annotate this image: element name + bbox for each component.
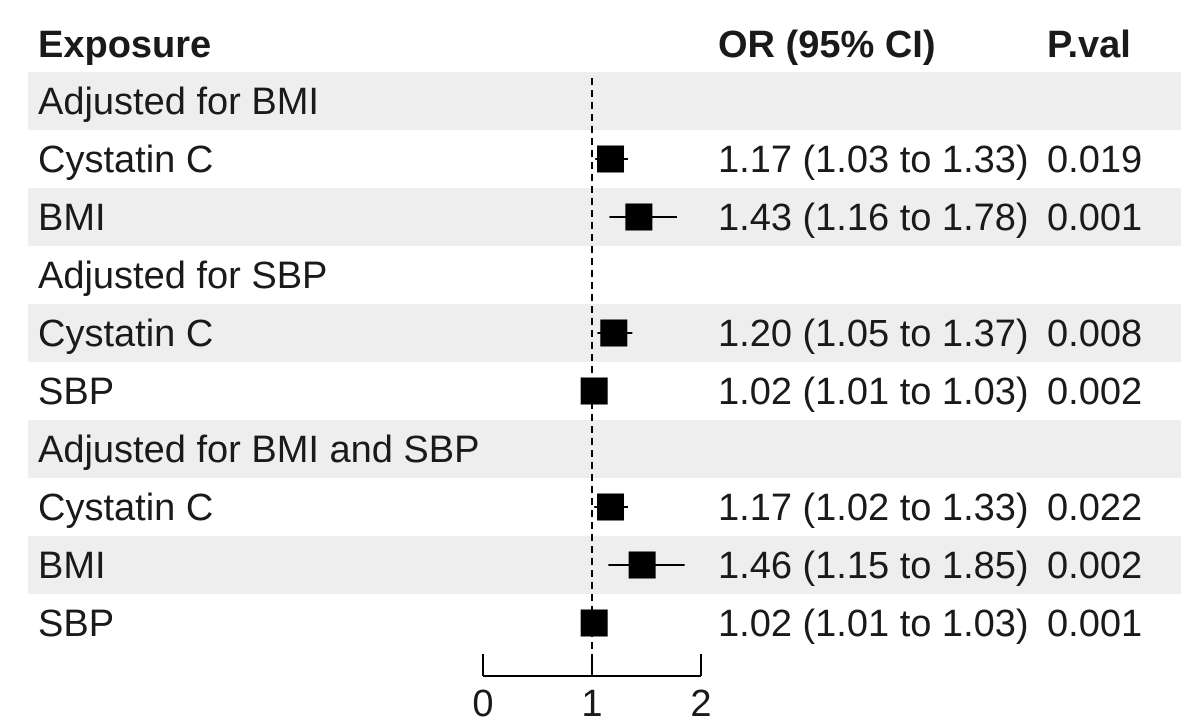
p-value: 0.002: [1047, 545, 1142, 587]
or-ci-value: 1.17 (1.03 to 1.33): [718, 139, 1029, 181]
x-tick-label: 2: [690, 683, 711, 724]
estimate-marks: [580, 145, 685, 637]
estimate-box: [597, 493, 625, 521]
row-stripe: [28, 188, 1181, 246]
p-value: 0.022: [1047, 487, 1142, 529]
p-value: 0.008: [1047, 313, 1142, 355]
estimate-box: [580, 377, 608, 405]
header-exposure: Exposure: [38, 24, 211, 66]
or-ci-value: 1.46 (1.15 to 1.85): [718, 545, 1029, 587]
group-label: Adjusted for SBP: [38, 255, 327, 297]
or-ci-value: 1.02 (1.01 to 1.03): [718, 603, 1029, 645]
x-tick-label: 0: [472, 683, 493, 724]
estimate-box: [597, 145, 625, 173]
p-value: 0.001: [1047, 603, 1142, 645]
row-label: SBP: [38, 371, 114, 413]
row-label: BMI: [38, 545, 106, 587]
row-label: SBP: [38, 603, 114, 645]
or-ci-value: 1.20 (1.05 to 1.37): [718, 313, 1029, 355]
row-stripe: [28, 420, 1181, 478]
or-ci-value: 1.02 (1.01 to 1.03): [718, 371, 1029, 413]
group-label: Adjusted for BMI: [38, 81, 319, 123]
table-header: Exposure OR (95% CI) P.val: [38, 24, 1131, 66]
x-tick-label: 1: [581, 683, 602, 724]
row-label: BMI: [38, 197, 106, 239]
group-label: Adjusted for BMI and SBP: [38, 429, 479, 471]
or-ci-value: 1.43 (1.16 to 1.78): [718, 197, 1029, 239]
p-value: 0.002: [1047, 371, 1142, 413]
header-pval: P.val: [1047, 24, 1131, 66]
row-label: Cystatin C: [38, 487, 213, 529]
x-axis: 0 1 2: [472, 654, 712, 724]
row-stripe: [28, 536, 1181, 594]
header-or-ci: OR (95% CI): [718, 24, 935, 66]
table-rows: Adjusted for BMI Cystatin C 1.17 (1.03 to …: [38, 81, 1142, 645]
row-stripe: [28, 72, 1181, 130]
estimate-box: [628, 551, 656, 579]
estimate-box: [625, 203, 653, 231]
or-ci-value: 1.17 (1.02 to 1.33): [718, 487, 1029, 529]
row-label: Cystatin C: [38, 139, 213, 181]
estimate-box: [600, 319, 628, 347]
p-value: 0.019: [1047, 139, 1142, 181]
row-stripes: [28, 72, 1181, 594]
estimate-box: [580, 609, 608, 637]
p-value: 0.001: [1047, 197, 1142, 239]
row-label: Cystatin C: [38, 313, 213, 355]
